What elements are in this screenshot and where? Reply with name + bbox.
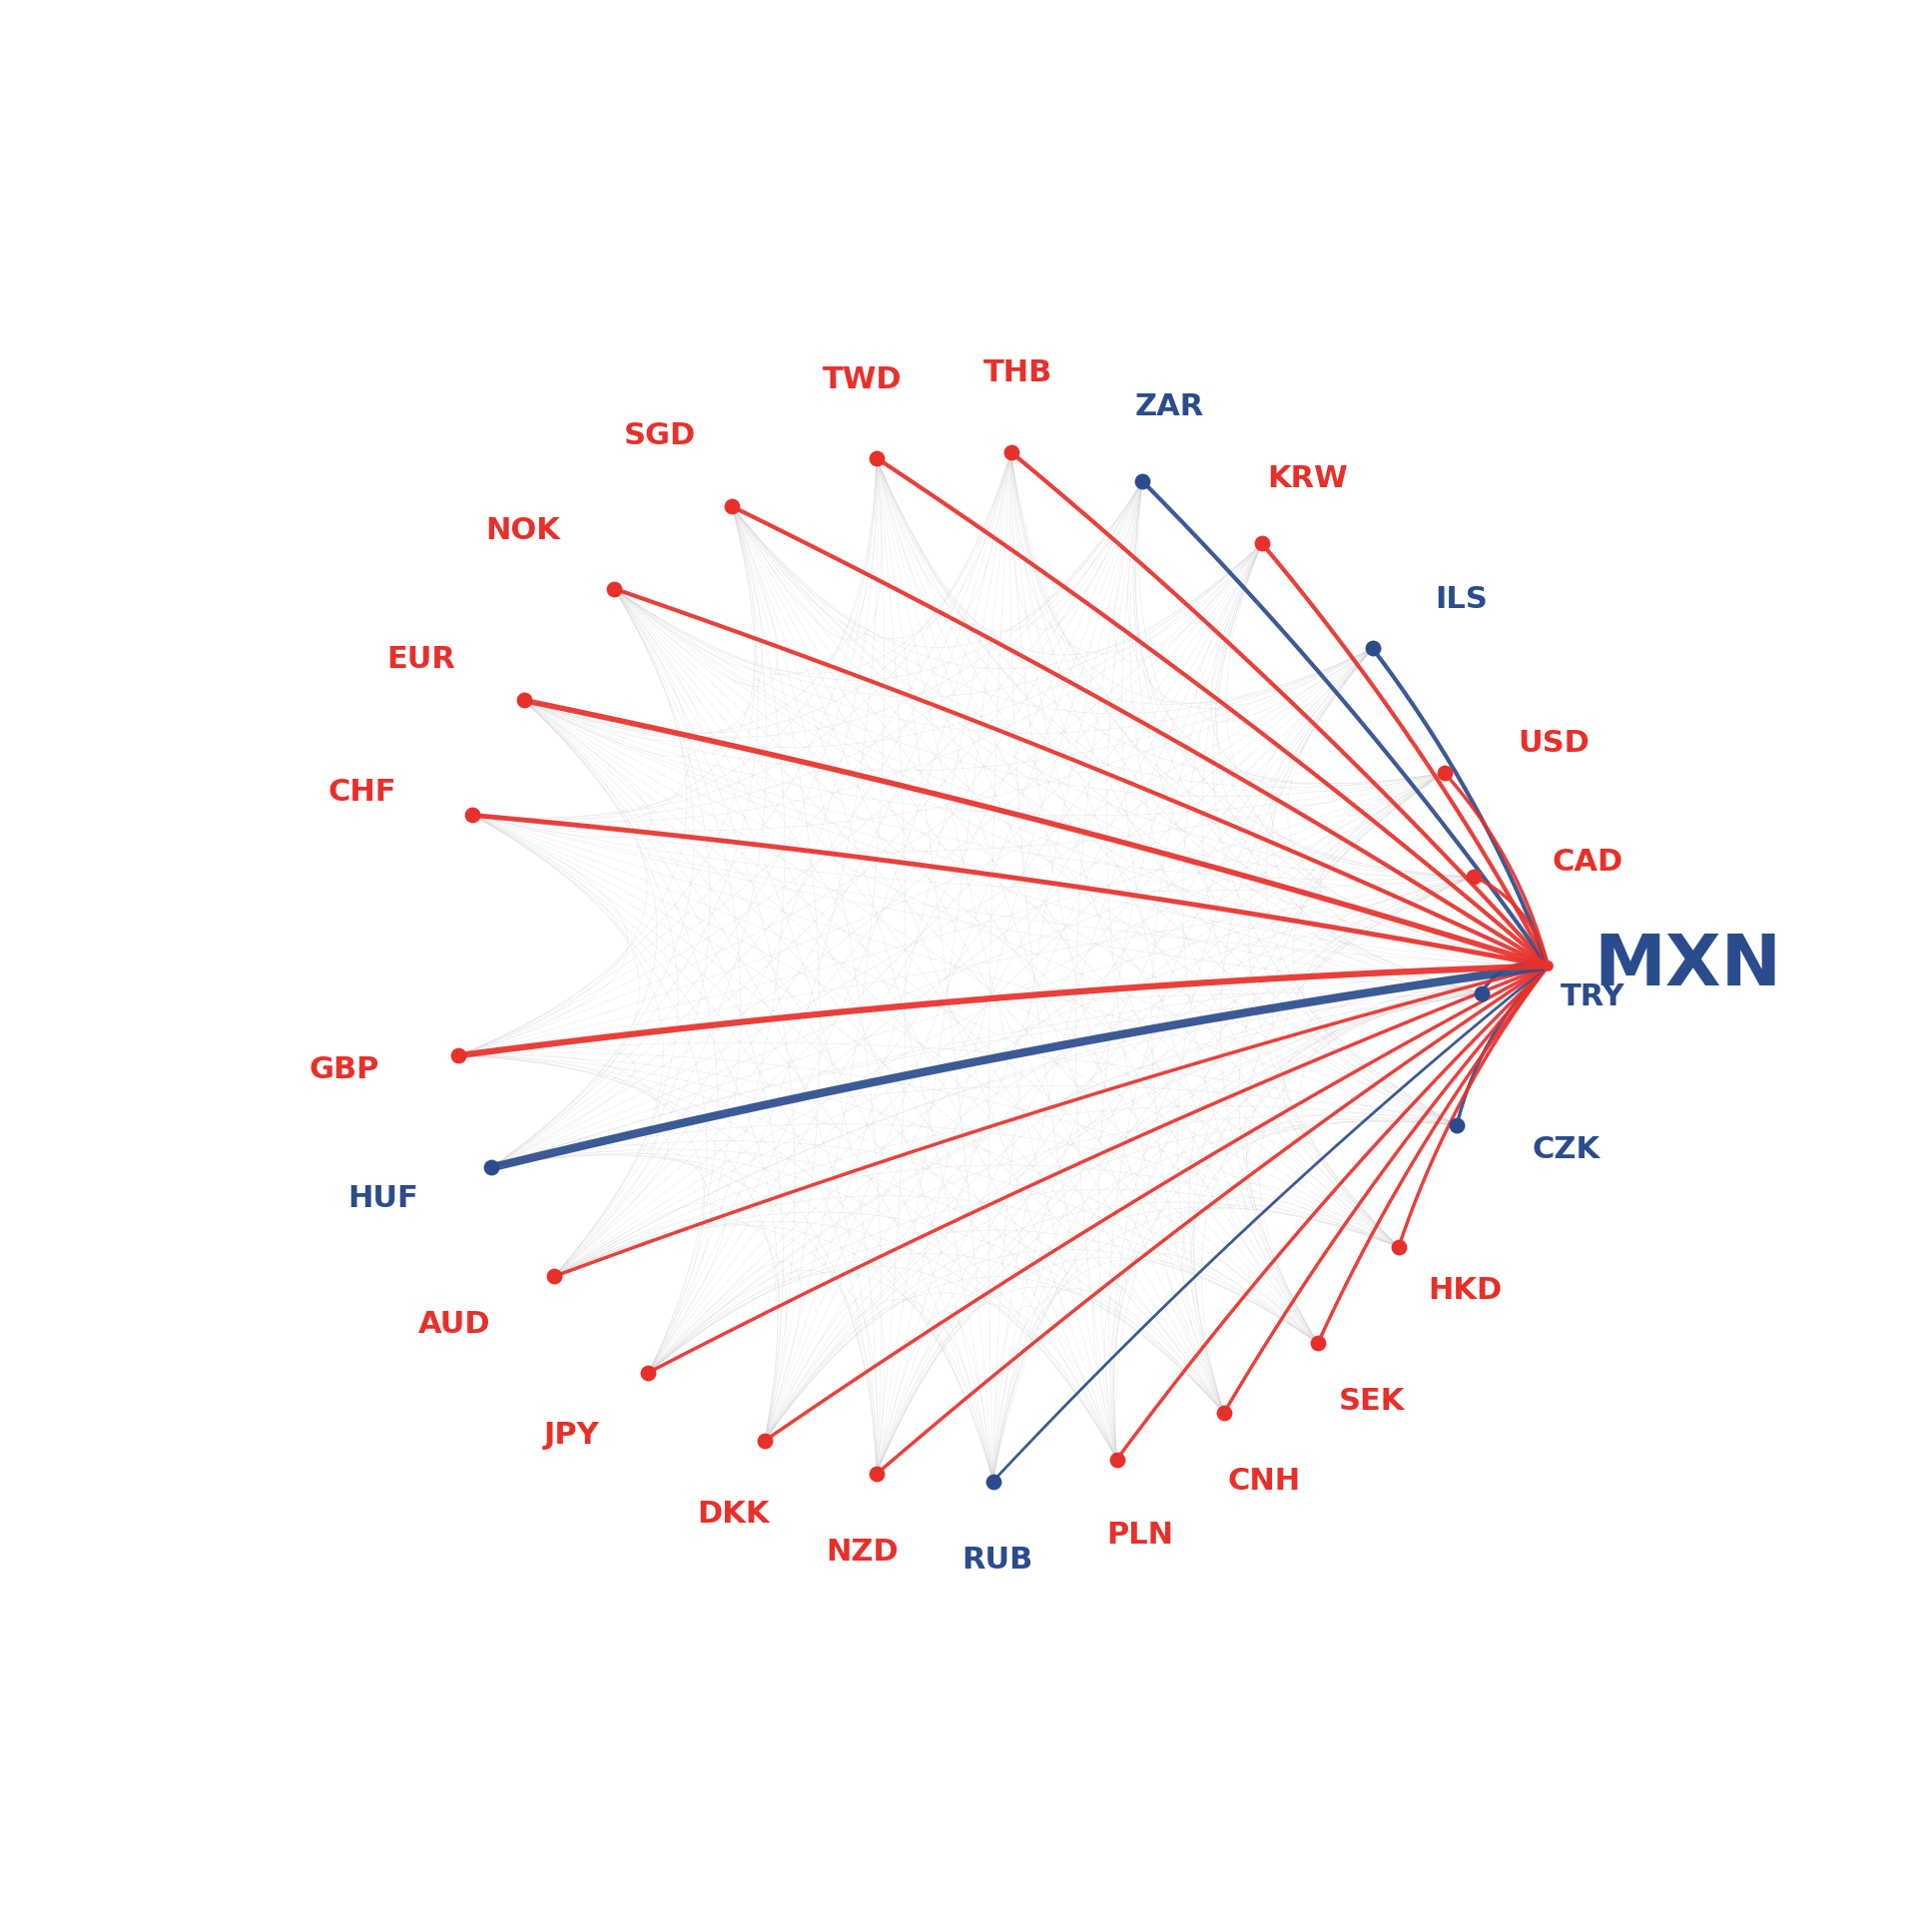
Text: TRY: TRY <box>1561 983 1625 1012</box>
Point <box>1126 466 1157 497</box>
Text: PLN: PLN <box>1107 1520 1173 1549</box>
Point <box>634 1356 665 1387</box>
Text: RUB: RUB <box>962 1546 1034 1575</box>
Text: USD: USD <box>1519 728 1590 757</box>
Point <box>1209 1397 1240 1428</box>
Point <box>995 437 1026 468</box>
Text: CZK: CZK <box>1532 1136 1600 1165</box>
Point <box>978 1466 1009 1497</box>
Text: AUD: AUD <box>417 1310 491 1339</box>
Text: JPY: JPY <box>545 1420 599 1449</box>
Text: EUR: EUR <box>386 645 456 674</box>
Point <box>1441 1111 1472 1142</box>
Point <box>1430 757 1461 788</box>
Text: NZD: NZD <box>827 1538 898 1567</box>
Text: CAD: CAD <box>1551 848 1623 877</box>
Text: ILS: ILS <box>1435 585 1488 614</box>
Text: CNH: CNH <box>1227 1466 1300 1495</box>
Point <box>750 1426 781 1457</box>
Point <box>1532 951 1563 981</box>
Point <box>1383 1231 1414 1262</box>
Point <box>442 1039 473 1070</box>
Point <box>1466 978 1497 1009</box>
Text: THB: THB <box>983 359 1053 388</box>
Point <box>1356 634 1387 665</box>
Text: TWD: TWD <box>823 365 902 394</box>
Point <box>539 1262 570 1293</box>
Text: ZAR: ZAR <box>1134 392 1204 421</box>
Point <box>862 1459 893 1490</box>
Point <box>862 442 893 473</box>
Point <box>717 491 748 522</box>
Point <box>458 800 489 831</box>
Point <box>599 574 630 605</box>
Text: KRW: KRW <box>1267 464 1349 493</box>
Point <box>475 1151 506 1182</box>
Text: NOK: NOK <box>485 516 560 545</box>
Text: HKD: HKD <box>1428 1275 1503 1304</box>
Text: DKK: DKK <box>697 1499 769 1528</box>
Text: MXN: MXN <box>1594 931 1781 1001</box>
Point <box>1302 1327 1333 1358</box>
Text: CHF: CHF <box>328 777 396 806</box>
Point <box>1459 862 1490 893</box>
Text: SEK: SEK <box>1339 1387 1405 1416</box>
Text: HUF: HUF <box>348 1184 417 1213</box>
Point <box>508 684 539 715</box>
Text: SGD: SGD <box>624 421 696 450</box>
Point <box>1246 527 1277 558</box>
Point <box>1101 1443 1132 1474</box>
Text: GBP: GBP <box>309 1055 381 1084</box>
